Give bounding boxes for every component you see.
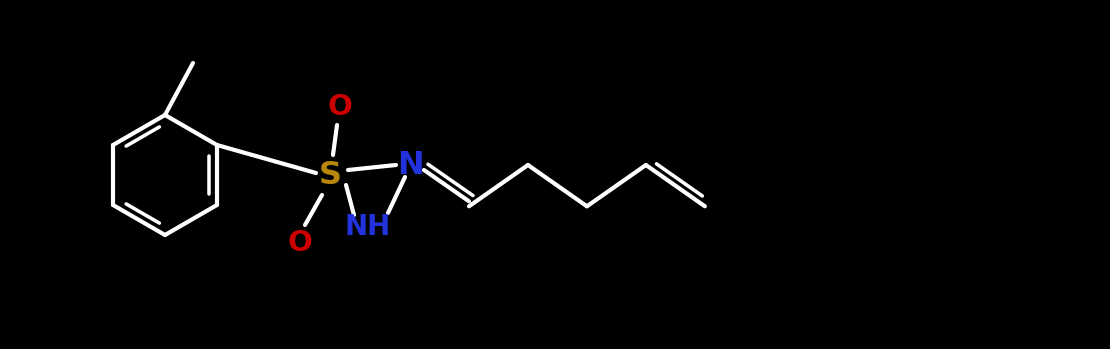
Text: S: S bbox=[319, 159, 342, 191]
Text: NH: NH bbox=[345, 213, 391, 241]
Text: N: N bbox=[396, 149, 423, 180]
Text: O: O bbox=[327, 93, 353, 121]
Text: O: O bbox=[287, 229, 312, 257]
